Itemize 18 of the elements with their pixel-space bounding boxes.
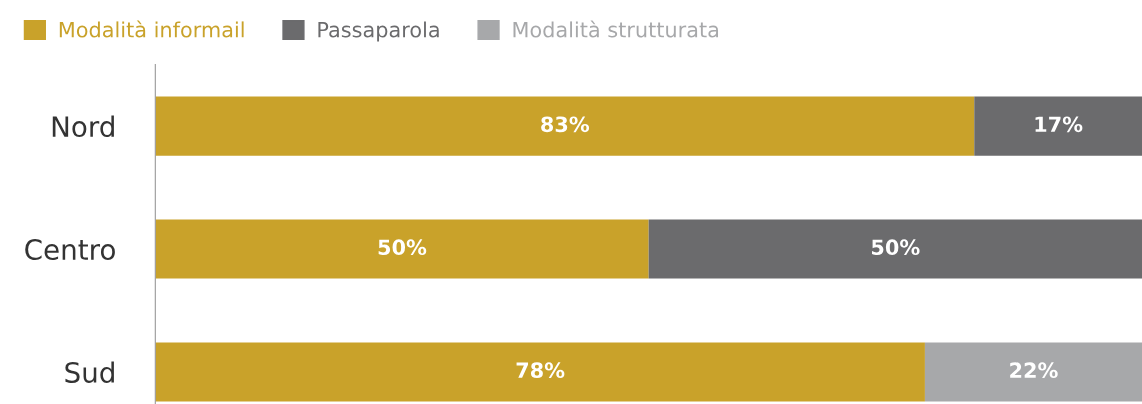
bar bbox=[974, 96, 1142, 156]
data-label: 17% bbox=[1035, 116, 1083, 133]
y-tick-label: Sud bbox=[65, 361, 114, 383]
y-tick-label: Centro bbox=[25, 239, 115, 261]
data-label: 83% bbox=[541, 116, 590, 133]
bar bbox=[648, 219, 1142, 279]
y-tick-label: Nord bbox=[52, 115, 114, 138]
bar bbox=[155, 96, 975, 156]
legend-label: Passaparola bbox=[318, 21, 439, 42]
bar bbox=[155, 342, 925, 402]
data-label: 50% bbox=[872, 239, 920, 256]
legend-label: Modalità informail bbox=[59, 20, 244, 38]
data-label: 22% bbox=[1010, 362, 1058, 379]
bar bbox=[155, 219, 649, 279]
data-label: 78% bbox=[516, 362, 565, 379]
data-label: 50% bbox=[378, 239, 427, 256]
legend-label: Modalità strutturata bbox=[513, 20, 719, 38]
bar bbox=[924, 342, 1142, 402]
